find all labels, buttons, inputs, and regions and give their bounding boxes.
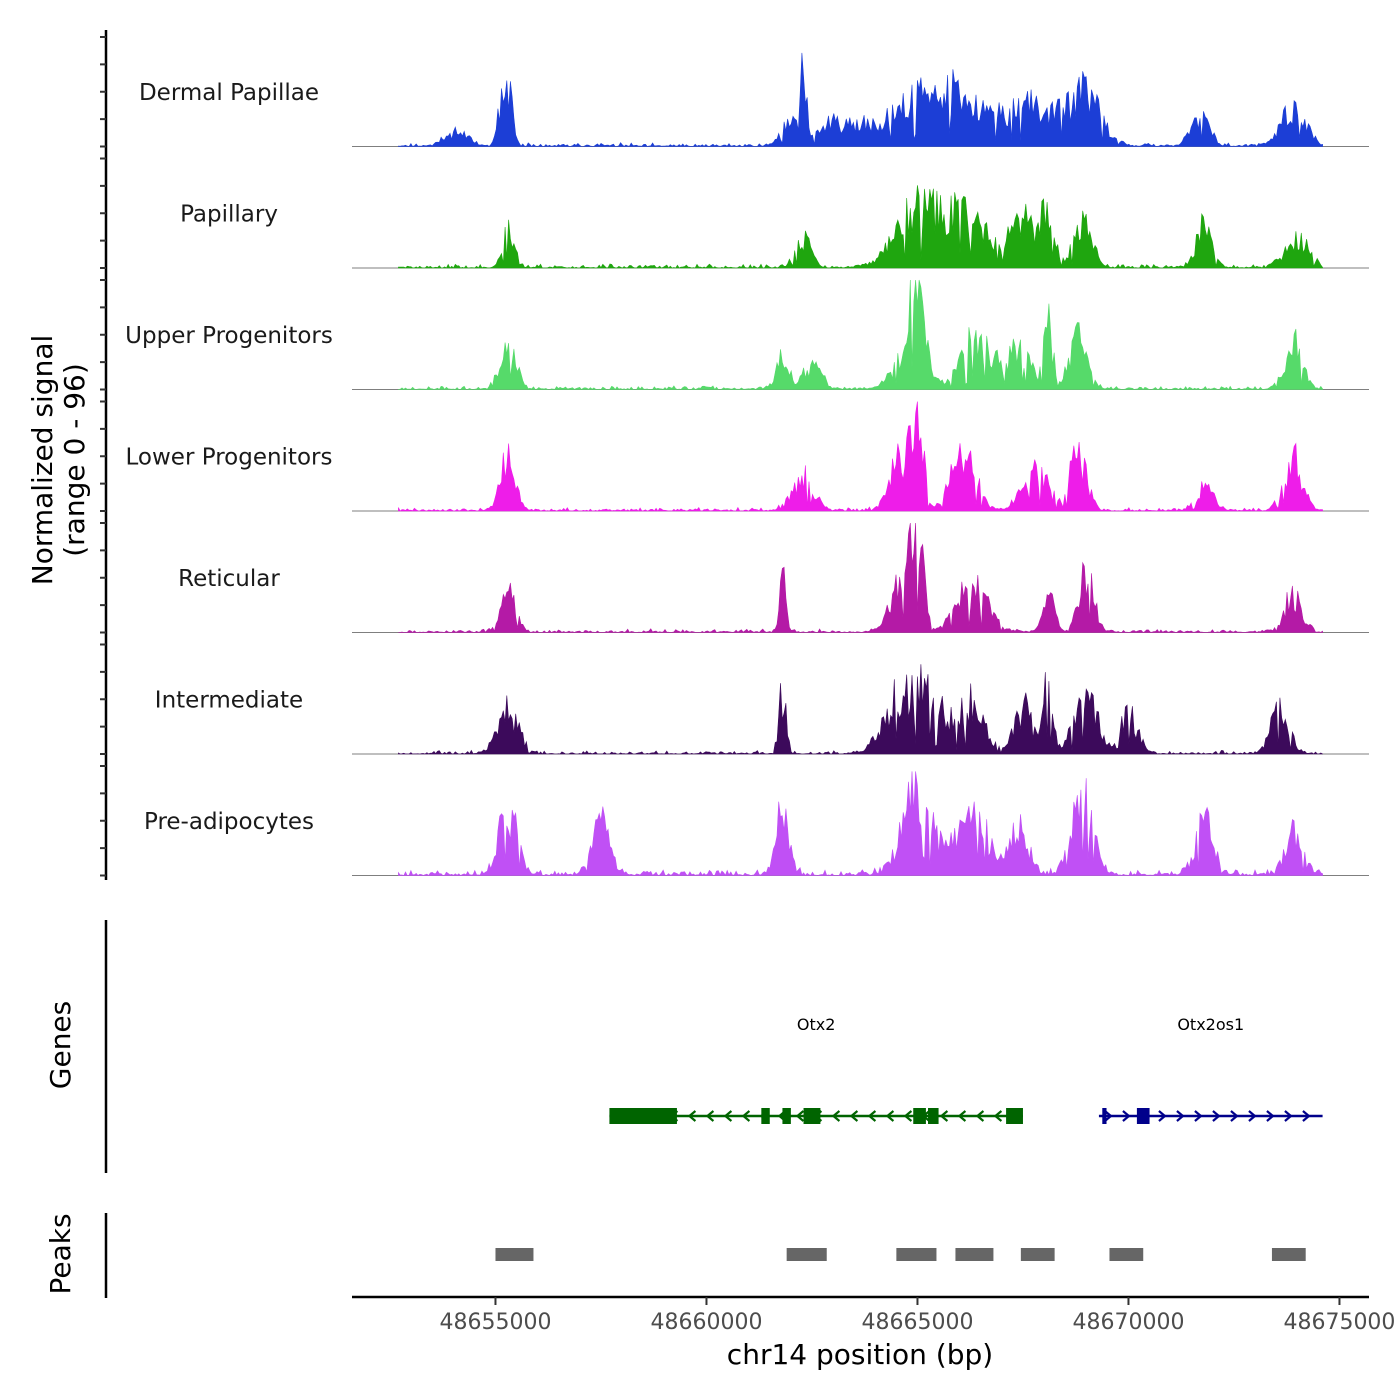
strand-arrow [1158,1110,1167,1122]
genes-track: Otx2 Otx2os1 [609,1015,1323,1124]
signal-area [398,522,1323,633]
peak-region [786,1248,827,1261]
gene-exon [609,1108,677,1124]
peaks-track [495,1248,1306,1261]
signal-area [398,52,1323,147]
peak-region [955,1248,994,1261]
strand-arrow [687,1110,697,1122]
signal-area [398,185,1323,269]
track-label: Dermal Papillae [139,80,319,106]
track-label: Lower Progenitors [126,445,333,471]
peak-region [896,1248,937,1261]
track-upper-progenitors: Upper Progenitors [125,279,1369,391]
x-tick-label: 48665000 [861,1310,973,1335]
gene-exon [928,1108,939,1124]
strand-arrow [723,1110,733,1122]
strand-arrow [867,1110,877,1122]
strand-arrow [1194,1110,1203,1122]
strand-arrow [1122,1110,1131,1122]
track-label: Papillary [180,202,278,228]
strand-arrow [957,1110,967,1122]
gene-exon [782,1108,791,1124]
track-label: Reticular [178,566,280,592]
signal-area [398,401,1323,512]
peak-region [1109,1248,1144,1261]
strand-arrow [903,1110,913,1122]
track-papillary: Papillary [180,185,1369,269]
peaks-track-title: Peaks [44,1213,77,1294]
strand-arrow [849,1110,859,1122]
track-label: Upper Progenitors [125,323,333,349]
x-axis-title: chr14 position (bp) [727,1338,993,1371]
strand-arrow [1248,1110,1257,1122]
strand-arrow [705,1110,715,1122]
strand-arrow [885,1110,895,1122]
x-tick-label: 48660000 [650,1310,762,1335]
track-lower-progenitors: Lower Progenitors [126,401,1369,512]
strand-arrow [831,1110,841,1122]
track-label: Pre-adipocytes [144,809,314,835]
gene-exon [803,1108,821,1124]
track-label: Intermediate [155,688,303,714]
strand-arrow [741,1110,751,1122]
peak-region [1271,1248,1306,1261]
peak-region [1020,1248,1055,1261]
track-dermal-papillae: Dermal Papillae [139,52,1369,147]
gene-exon [1136,1108,1150,1124]
strand-arrow [1176,1110,1185,1122]
genes-track-title-text: Genes [44,1001,77,1089]
x-axis: 48655000 48660000 48665000 48670000 48675000 [352,1295,1395,1335]
gene-exon [1102,1108,1107,1124]
signal-area [398,771,1323,876]
track-pre-adipocytes: Pre-adipocytes [144,771,1369,876]
x-tick-label: 48675000 [1283,1310,1395,1335]
peaks-track-title-text: Peaks [44,1213,77,1294]
y-axis-title-line2: (range 0 - 96) [58,363,91,557]
signal-area [398,664,1323,755]
strand-arrow [1284,1110,1293,1122]
strand-arrow [1302,1110,1311,1122]
track-reticular: Reticular [178,522,1369,633]
strand-arrow [939,1110,949,1122]
peak-region [495,1248,534,1261]
y-axis-title: Normalized signal (range 0 - 96) [26,335,91,586]
gene-exon [1006,1108,1023,1124]
gene-exon [913,1108,926,1124]
gene-otx2os1: Otx2os1 [1098,1015,1323,1124]
x-tick-label: 48670000 [1072,1310,1184,1335]
track-intermediate: Intermediate [155,664,1369,755]
strand-arrow [975,1110,985,1122]
x-tick-label: 48655000 [439,1310,551,1335]
gene-label: Otx2os1 [1177,1015,1244,1034]
strand-arrow [1212,1110,1221,1122]
strand-arrow [993,1110,1003,1122]
signal-area [398,279,1323,391]
strand-arrow [1266,1110,1275,1122]
y-axis-title-line1: Normalized signal [26,335,59,586]
gene-exon [761,1108,770,1124]
coverage-y-axis [100,30,108,880]
strand-arrow [1104,1110,1113,1122]
gene-otx2: Otx2 [609,1015,1023,1124]
strand-arrow [795,1110,805,1122]
genes-track-title: Genes [44,1001,77,1089]
gene-label: Otx2 [797,1015,836,1034]
strand-arrow [1230,1110,1239,1122]
coverage-tracks: Dermal Papillae Papillary Upper Progenitor… [125,52,1369,876]
